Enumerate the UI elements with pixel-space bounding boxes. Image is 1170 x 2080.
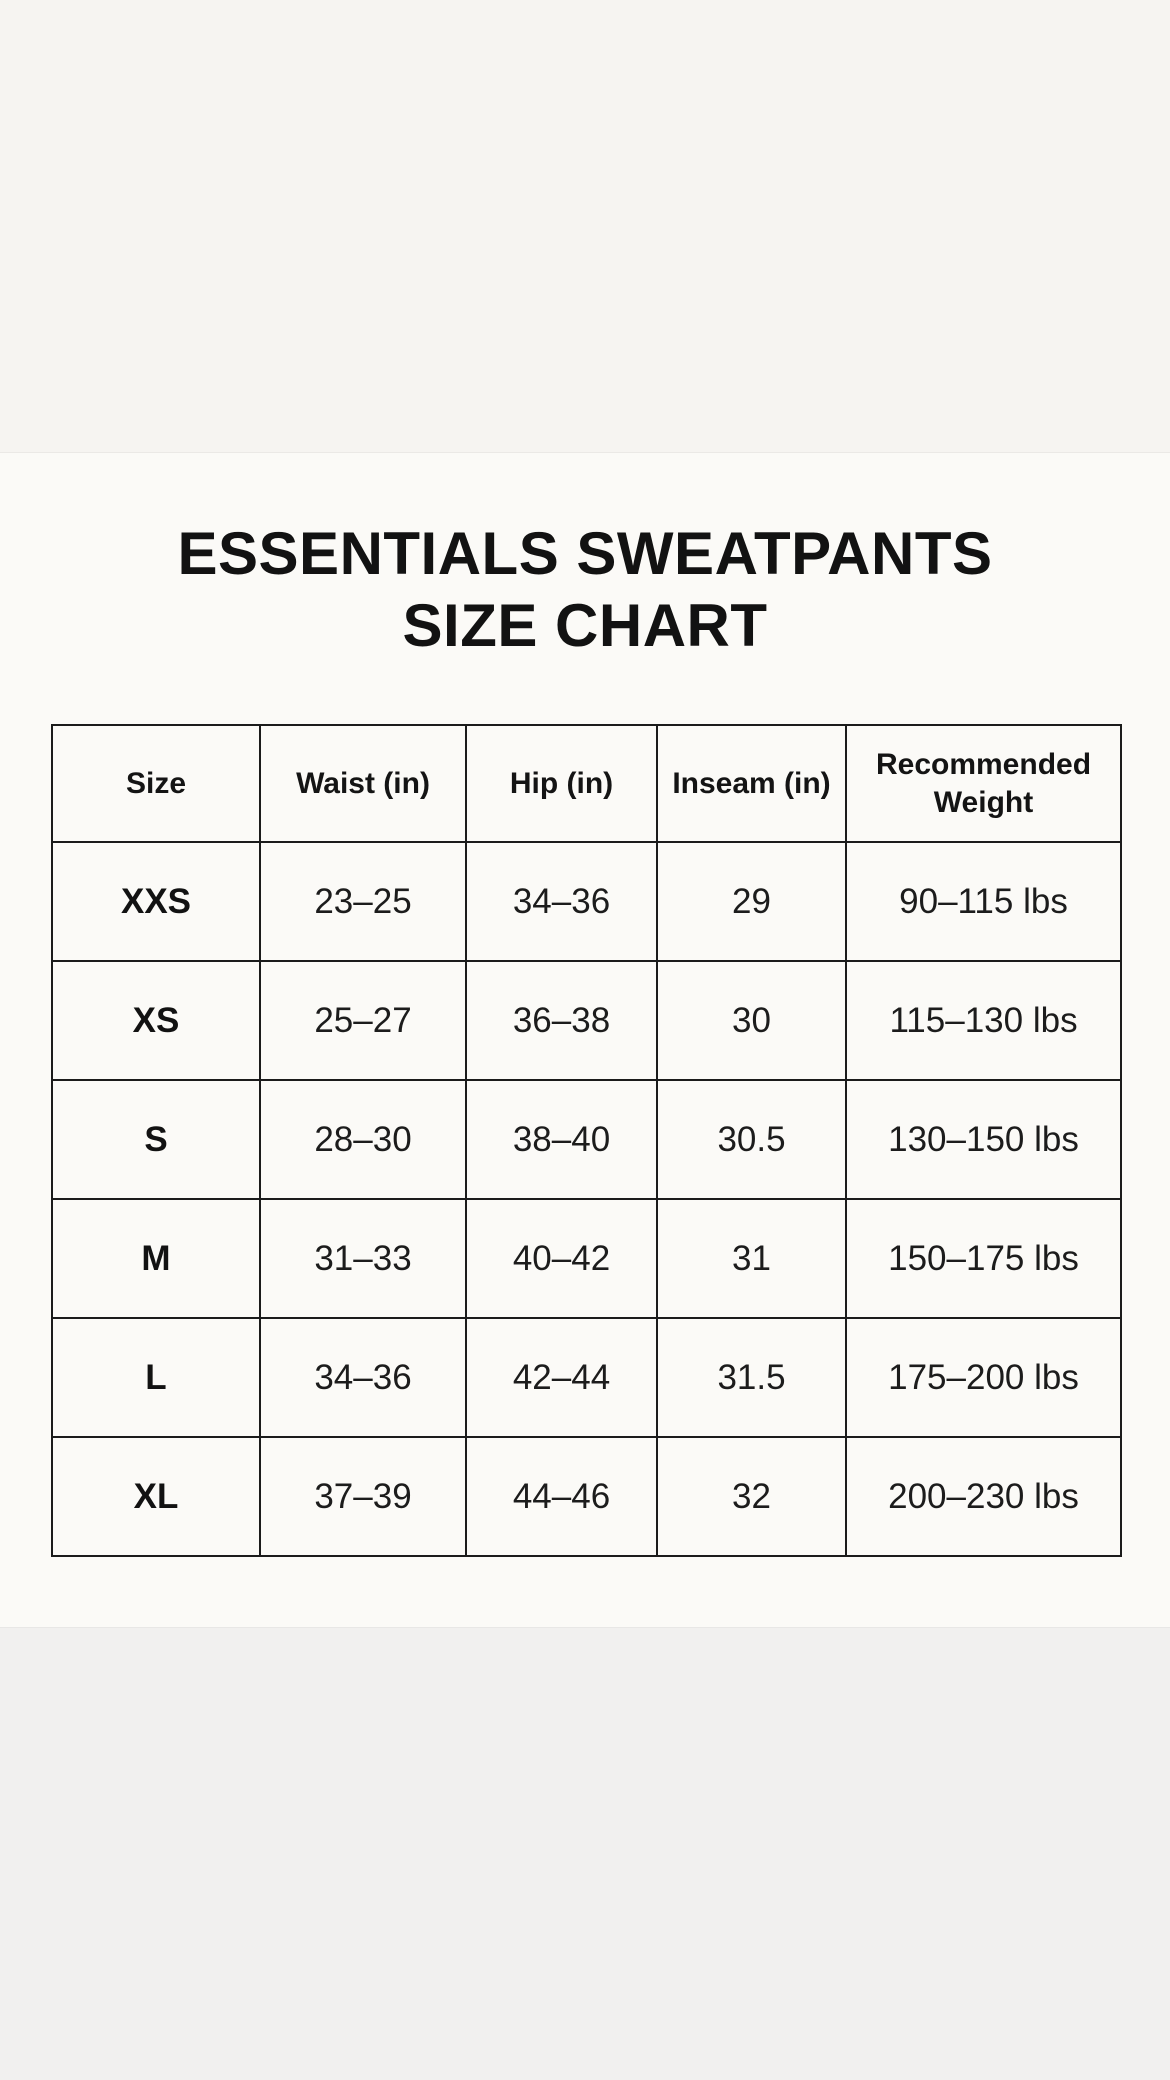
inseam-cell-xxs: 29 <box>656 841 847 962</box>
table-row-m: M 31–33 40–42 31 150–175 lbs <box>51 1198 1122 1319</box>
column-header-inseam: Inseam (in) <box>656 724 847 843</box>
waist-cell-l: 34–36 <box>259 1317 467 1438</box>
inseam-cell-l: 31.5 <box>656 1317 847 1438</box>
size-cell-m: M <box>51 1198 261 1319</box>
table-row-l: L 34–36 42–44 31.5 175–200 lbs <box>51 1317 1122 1438</box>
size-cell-l: L <box>51 1317 261 1438</box>
waist-cell-xxs: 23–25 <box>259 841 467 962</box>
bottom-background-band <box>0 1627 1170 2080</box>
weight-cell-l: 175–200 lbs <box>845 1317 1122 1438</box>
table-row-xs: XS 25–27 36–38 30 115–130 lbs <box>51 960 1122 1081</box>
waist-cell-xs: 25–27 <box>259 960 467 1081</box>
column-header-waist: Waist (in) <box>259 724 467 843</box>
weight-cell-m: 150–175 lbs <box>845 1198 1122 1319</box>
size-chart-table: Size Waist (in) Hip (in) Inseam (in) Rec… <box>51 724 1122 1557</box>
weight-cell-xl: 200–230 lbs <box>845 1436 1122 1557</box>
top-background-band <box>0 0 1170 453</box>
column-header-size: Size <box>51 724 261 843</box>
table-row-s: S 28–30 38–40 30.5 130–150 lbs <box>51 1079 1122 1200</box>
page-title: ESSENTIALS SWEATPANTS SIZE CHART <box>0 518 1170 662</box>
column-header-hip: Hip (in) <box>465 724 658 843</box>
hip-cell-s: 38–40 <box>465 1079 658 1200</box>
inseam-cell-xl: 32 <box>656 1436 847 1557</box>
table-row-xxs: XXS 23–25 34–36 29 90–115 lbs <box>51 841 1122 962</box>
waist-cell-xl: 37–39 <box>259 1436 467 1557</box>
column-header-recommended-weight: Recommended Weight <box>845 724 1122 843</box>
inseam-cell-s: 30.5 <box>656 1079 847 1200</box>
weight-cell-xs: 115–130 lbs <box>845 960 1122 1081</box>
hip-cell-l: 42–44 <box>465 1317 658 1438</box>
waist-cell-s: 28–30 <box>259 1079 467 1200</box>
hip-cell-xs: 36–38 <box>465 960 658 1081</box>
page-title-line-1: ESSENTIALS SWEATPANTS <box>177 520 993 587</box>
weight-cell-s: 130–150 lbs <box>845 1079 1122 1200</box>
inseam-cell-m: 31 <box>656 1198 847 1319</box>
inseam-cell-xs: 30 <box>656 960 847 1081</box>
table-header-row: Size Waist (in) Hip (in) Inseam (in) Rec… <box>51 724 1122 843</box>
table-row-xl: XL 37–39 44–46 32 200–230 lbs <box>51 1436 1122 1557</box>
size-cell-s: S <box>51 1079 261 1200</box>
size-cell-xl: XL <box>51 1436 261 1557</box>
hip-cell-m: 40–42 <box>465 1198 658 1319</box>
waist-cell-m: 31–33 <box>259 1198 467 1319</box>
page-title-line-2: SIZE CHART <box>402 592 768 659</box>
hip-cell-xxs: 34–36 <box>465 841 658 962</box>
size-cell-xxs: XXS <box>51 841 261 962</box>
size-cell-xs: XS <box>51 960 261 1081</box>
weight-cell-xxs: 90–115 lbs <box>845 841 1122 962</box>
hip-cell-xl: 44–46 <box>465 1436 658 1557</box>
